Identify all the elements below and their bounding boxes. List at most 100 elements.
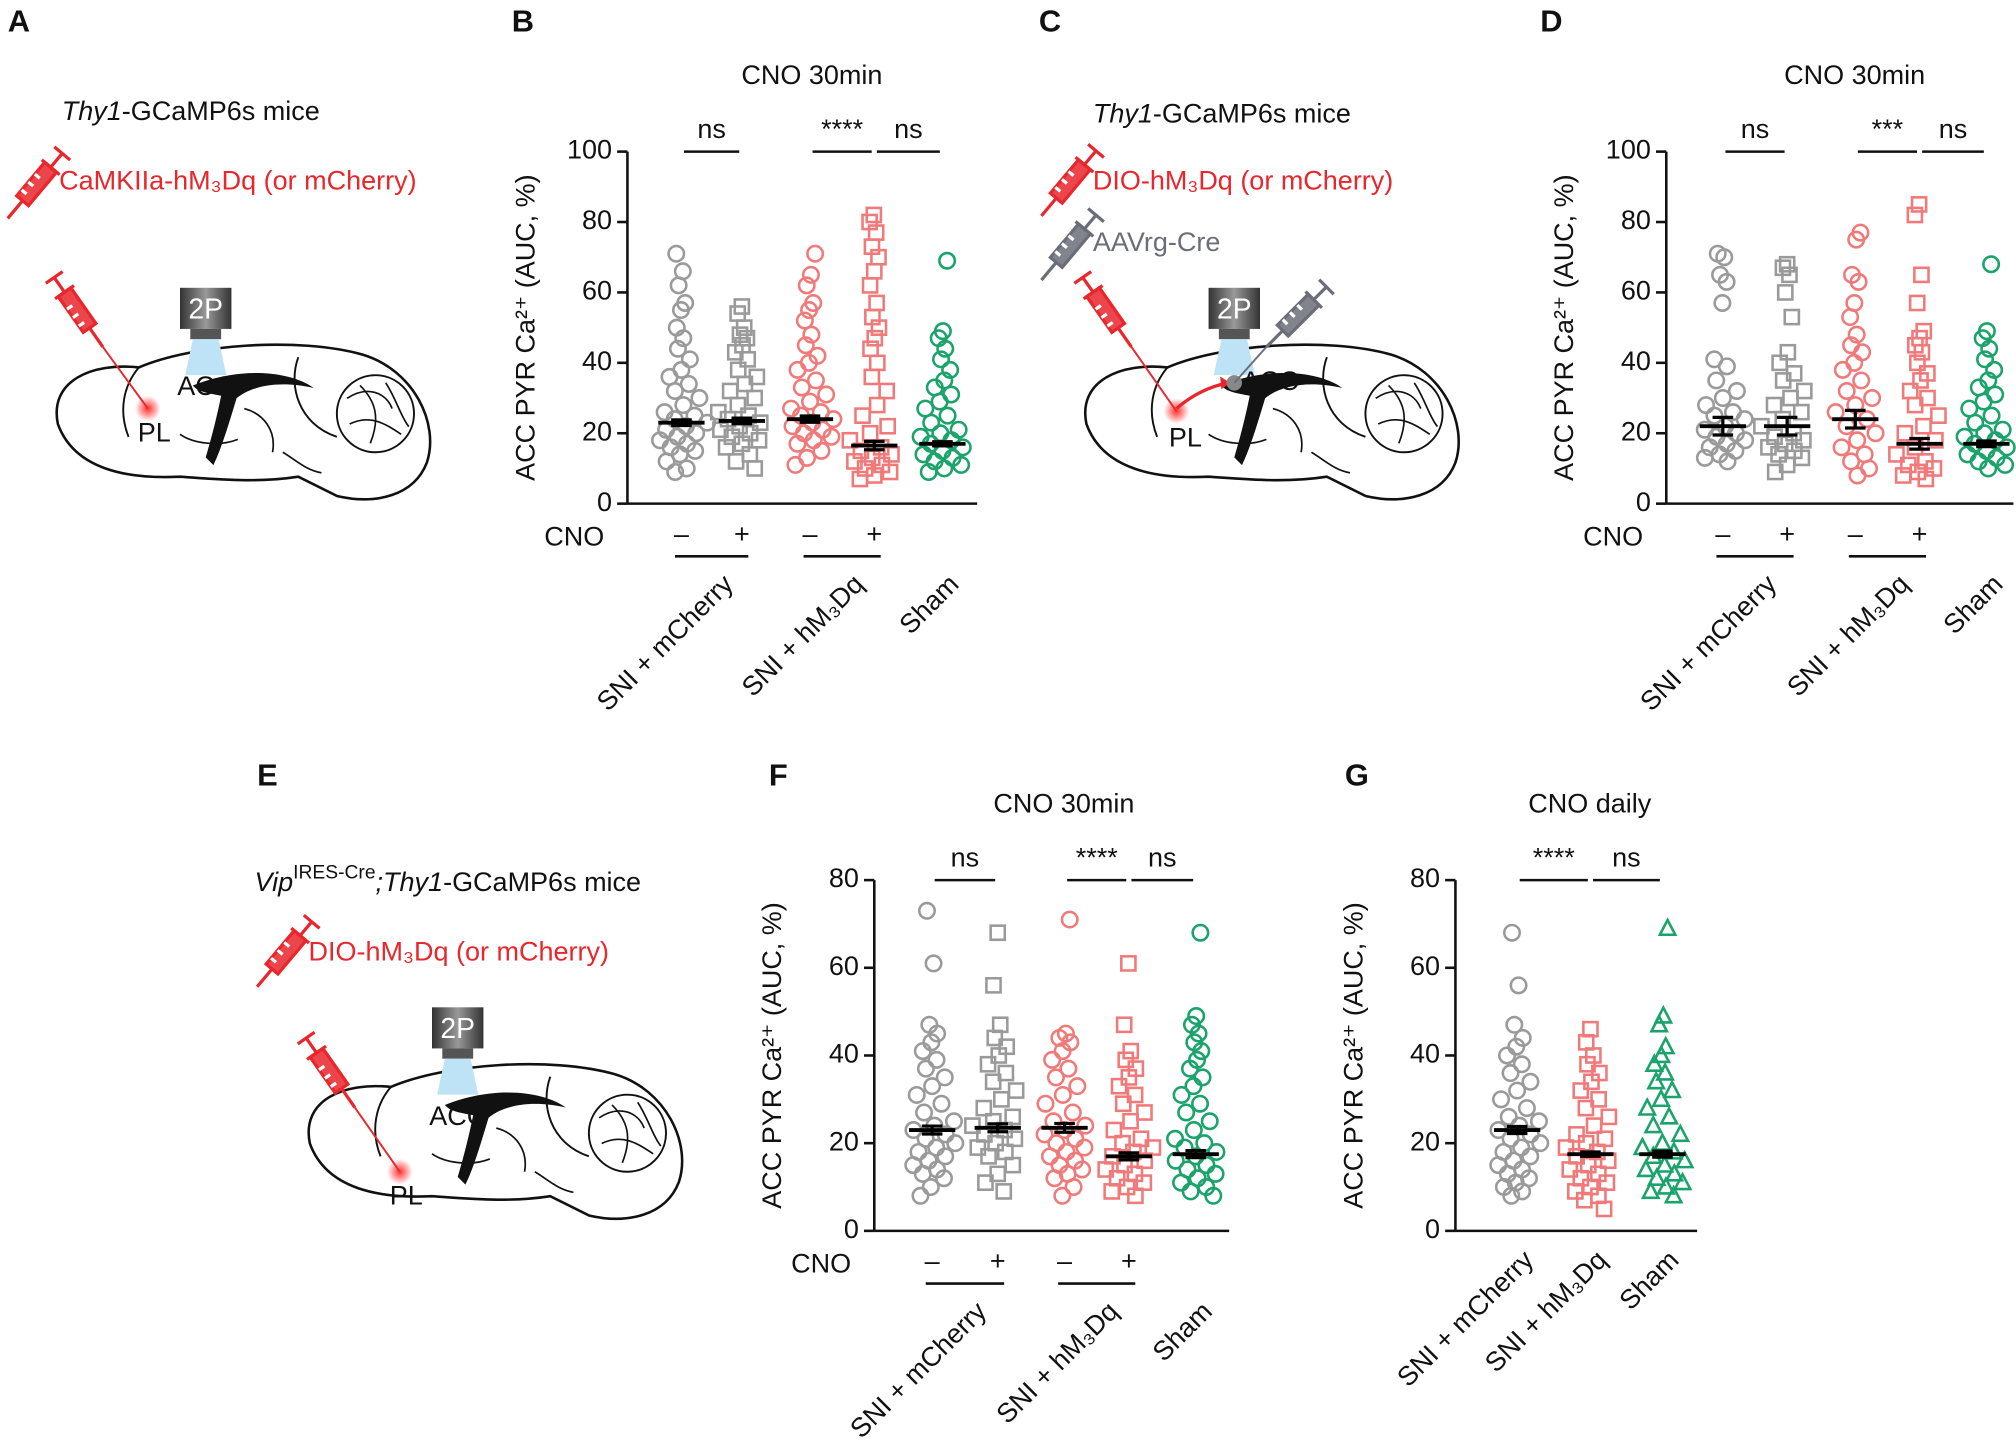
data-point (1508, 1081, 1527, 1100)
data-point (913, 1042, 932, 1061)
data-point (1910, 196, 1928, 213)
data-point (680, 350, 699, 369)
data-point (1561, 1161, 1579, 1178)
data-point (1646, 1167, 1667, 1186)
data-point (1771, 354, 1789, 372)
data-point (1502, 1186, 1521, 1205)
data-point (746, 389, 764, 407)
data-point (1917, 470, 1935, 488)
brain-schematic (295, 1006, 684, 1221)
data-point (806, 244, 825, 263)
region-label: ACC (177, 371, 234, 401)
series (1826, 223, 1885, 485)
error-bar (864, 439, 885, 452)
data-point (1053, 1186, 1072, 1205)
data-point (1697, 396, 1716, 415)
data-point (687, 424, 706, 443)
x-tick-label: – (802, 519, 817, 549)
error-bar (1580, 1150, 1601, 1158)
y-tick-label: 80 (582, 205, 612, 235)
data-point (1531, 1134, 1550, 1153)
data-point (942, 385, 961, 404)
data-point (868, 354, 886, 372)
data-point (1930, 407, 1947, 424)
data-point (862, 340, 879, 358)
data-point (1651, 1088, 1671, 1108)
data-point (817, 385, 836, 404)
data-point (822, 427, 841, 446)
data-point (1577, 1099, 1595, 1117)
series (1632, 917, 1695, 1204)
data-point (792, 378, 811, 397)
data-point (879, 417, 897, 435)
data-point (1906, 396, 1924, 414)
data-point (1915, 417, 1932, 435)
data-point (1637, 1096, 1658, 1116)
data-point (921, 1178, 940, 1197)
data-point (812, 441, 831, 460)
region-label: PL (138, 417, 171, 447)
objective-label: 2P (188, 292, 223, 324)
data-point (878, 382, 896, 400)
data-point (1848, 466, 1867, 485)
data-point (801, 392, 820, 411)
data-point (1837, 382, 1856, 400)
data-point (1906, 438, 1924, 456)
data-point (1781, 266, 1798, 284)
mouse-line: Thy1-GCaMP6s mice (62, 96, 320, 126)
error-bar (1118, 1151, 1140, 1162)
data-point (997, 1064, 1015, 1082)
error-bar (731, 416, 753, 426)
data-point (1509, 976, 1528, 995)
y-tick-label: 60 (1410, 951, 1440, 981)
data-point (1662, 1079, 1682, 1099)
data-point (1651, 1044, 1672, 1064)
data-point (995, 1183, 1013, 1200)
data-point (1114, 1095, 1132, 1113)
group-label: Sham (1937, 569, 2008, 640)
data-point (1600, 1108, 1618, 1126)
data-point (1579, 1055, 1596, 1073)
y-tick-label: 20 (1621, 416, 1651, 446)
data-point (1136, 1104, 1153, 1121)
series (1489, 923, 1550, 1205)
panel-letter: C (1039, 3, 1061, 38)
data-point (1064, 1178, 1083, 1197)
x-axis-label: CNO (791, 1249, 851, 1279)
data-point (1901, 382, 1919, 400)
data-point (911, 1186, 930, 1205)
y-tick-label: 80 (1621, 205, 1651, 235)
data-point (1997, 438, 2016, 457)
data-point (1644, 1053, 1665, 1072)
data-point (1643, 1114, 1664, 1134)
data-point (1659, 1105, 1679, 1125)
data-point (788, 360, 807, 379)
data-point (1776, 284, 1794, 301)
data-point (729, 396, 747, 414)
group-label: SNI + mCherry (591, 568, 739, 716)
data-point (1974, 392, 1993, 411)
series (1695, 244, 1755, 471)
chart: B CNO 30min ACC PYR Ca²⁺ (AUC, %) 0 20 40 60 80… (510, 3, 978, 717)
data-point (657, 452, 676, 471)
chart-title: CNO daily (1528, 789, 1652, 819)
series (841, 206, 900, 488)
significance-label: **** (1076, 843, 1119, 873)
data-point (904, 1156, 923, 1175)
chart: G CNO daily ACC PYR Ca²⁺ (AUC, %) 0 20 40 60 80… (1338, 757, 1698, 1392)
chart: D CNO 30min ACC PYR Ca²⁺ (AUC, %) 0 20 40 60 80… (1540, 3, 2016, 717)
data-point (1060, 910, 1079, 929)
data-point (1166, 1129, 1185, 1148)
y-tick-label: 80 (829, 863, 859, 893)
x-tick-label: + (1121, 1246, 1137, 1276)
region-label: ACC (429, 1101, 486, 1131)
data-point (1572, 1082, 1590, 1099)
data-point (1894, 467, 1912, 484)
x-tick-label: – (1848, 519, 1863, 549)
data-point (739, 350, 757, 368)
data-point (806, 371, 825, 390)
data-point (861, 424, 879, 442)
significance-label: ns (951, 843, 980, 873)
data-point (1656, 1175, 1676, 1195)
chart-title: CNO 30min (1784, 60, 1925, 90)
